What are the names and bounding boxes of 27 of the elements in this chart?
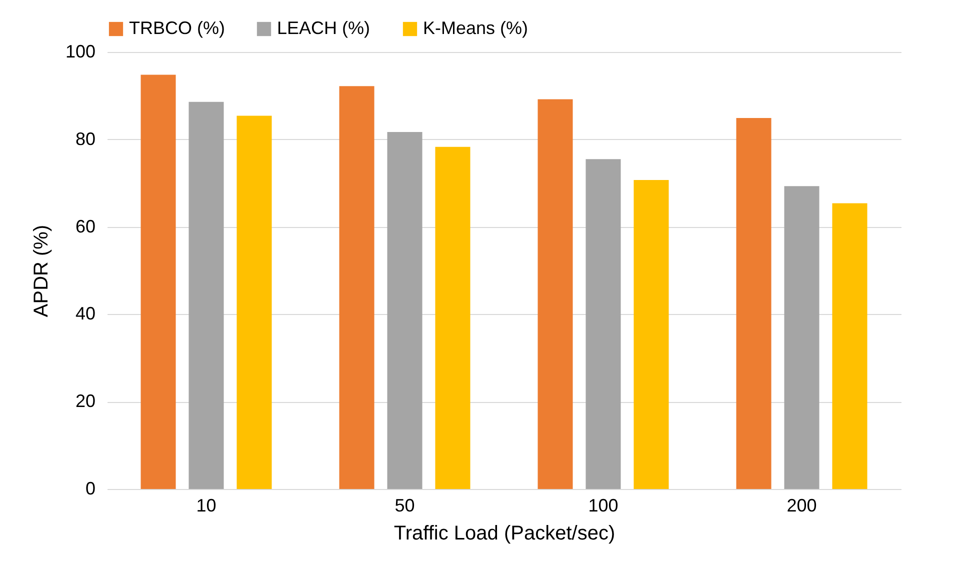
legend-label: LEACH (%) bbox=[277, 18, 370, 38]
bar bbox=[387, 132, 422, 489]
bar bbox=[736, 118, 772, 489]
bar bbox=[435, 146, 470, 489]
bar bbox=[586, 159, 621, 489]
x-tick-label: 10 bbox=[196, 496, 216, 516]
y-tick-label: 100 bbox=[65, 42, 96, 62]
y-tick-label: 60 bbox=[75, 216, 96, 236]
y-tick-label: 80 bbox=[75, 128, 96, 149]
bar bbox=[832, 203, 868, 489]
legend-label: TRBCO (%) bbox=[129, 18, 225, 38]
legend-label: K-Means (%) bbox=[423, 18, 528, 38]
x-tick-label: 50 bbox=[394, 496, 415, 516]
bar bbox=[634, 180, 669, 489]
bar bbox=[784, 186, 820, 489]
bar bbox=[339, 86, 374, 489]
bar bbox=[236, 116, 272, 489]
y-axis-title: APDR (%) bbox=[30, 224, 52, 318]
x-tick-label: 100 bbox=[588, 496, 618, 516]
y-tick-label: 20 bbox=[75, 391, 96, 412]
bar bbox=[538, 99, 573, 489]
bar bbox=[188, 102, 224, 489]
y-tick-label: 0 bbox=[85, 478, 96, 498]
bar bbox=[140, 74, 176, 489]
y-tick-label: 40 bbox=[75, 304, 96, 324]
x-tick-label: 200 bbox=[786, 496, 817, 516]
x-axis-title: Traffic Load (Packet/sec) bbox=[394, 522, 616, 544]
